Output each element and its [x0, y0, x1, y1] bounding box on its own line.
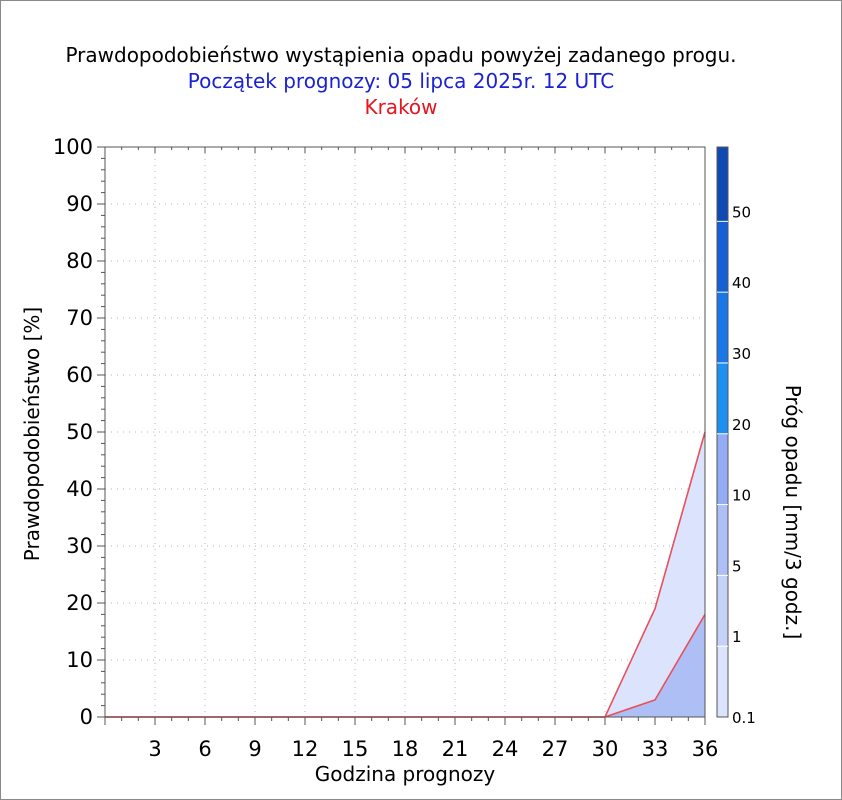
series-areas — [105, 431, 706, 718]
colorbar-band — [717, 575, 728, 647]
y-tick-label: 60 — [66, 363, 93, 387]
forecast-start-subtitle: Początek prognozy: 05 lipca 2025r. 12 UT… — [187, 69, 615, 93]
y-tick-label: 100 — [53, 135, 93, 159]
series-line-0-1 — [105, 431, 706, 718]
y-tick-label: 10 — [66, 648, 93, 672]
x-tick-label: 6 — [198, 737, 211, 761]
colorbar-tick-label: 30 — [732, 345, 751, 363]
colorbar-band — [717, 433, 728, 505]
colorbar-band — [717, 646, 728, 717]
colorbar-band — [717, 362, 728, 434]
colorbar-label: Próg opadu [mm/3 godz.] — [781, 385, 805, 640]
colorbar-tick-label: 1 — [732, 628, 742, 646]
y-tick-label: 30 — [66, 534, 93, 558]
colorbar-band — [717, 292, 728, 363]
y-tick-label: 0 — [80, 705, 93, 729]
colorbar-tick-label: 20 — [732, 416, 751, 434]
x-tick-label: 24 — [492, 737, 519, 761]
y-tick-label: 20 — [66, 591, 93, 615]
colorbar-tick-label: 40 — [732, 274, 751, 292]
x-tick-label: 12 — [292, 737, 319, 761]
x-tick-label: 9 — [248, 737, 261, 761]
colorbar-band — [717, 504, 728, 576]
colorbar-tick-label: 0.1 — [732, 709, 756, 727]
y-axis-label: Prawdopodobieństwo [%] — [20, 307, 44, 561]
x-tick-label: 33 — [642, 737, 669, 761]
colorbar-tick-label: 10 — [732, 487, 751, 505]
chart-title: Prawdopodobieństwo wystąpienia opadu pow… — [65, 43, 737, 67]
grid — [105, 147, 705, 717]
series-area-1 — [105, 614, 705, 717]
y-tick-label: 70 — [66, 306, 93, 330]
x-tick-label: 21 — [442, 737, 469, 761]
y-tick-label: 80 — [66, 249, 93, 273]
y-tick-label: 90 — [66, 192, 93, 216]
x-tick-label: 18 — [392, 737, 419, 761]
x-tick-label: 15 — [342, 737, 369, 761]
x-axis-label: Godzina prognozy — [315, 762, 496, 786]
colorbar-band — [717, 147, 728, 222]
location-label: Kraków — [364, 95, 438, 119]
x-tick-label: 3 — [148, 737, 161, 761]
colorbar-tick-label: 5 — [732, 557, 742, 575]
y-tick-label: 40 — [66, 477, 93, 501]
x-tick-label: 30 — [592, 737, 619, 761]
colorbar-band — [717, 221, 728, 293]
axis-ticks — [97, 146, 706, 725]
colorbar-border — [716, 146, 729, 718]
colorbar: 0.1 1 5 10 20 30 40 50 — [716, 146, 756, 727]
x-tick-label: 27 — [542, 737, 569, 761]
x-tick-label: 36 — [692, 737, 719, 761]
y-tick-label: 50 — [66, 420, 93, 444]
colorbar-tick-label: 50 — [732, 203, 751, 221]
series-area-0-1 — [105, 432, 705, 717]
